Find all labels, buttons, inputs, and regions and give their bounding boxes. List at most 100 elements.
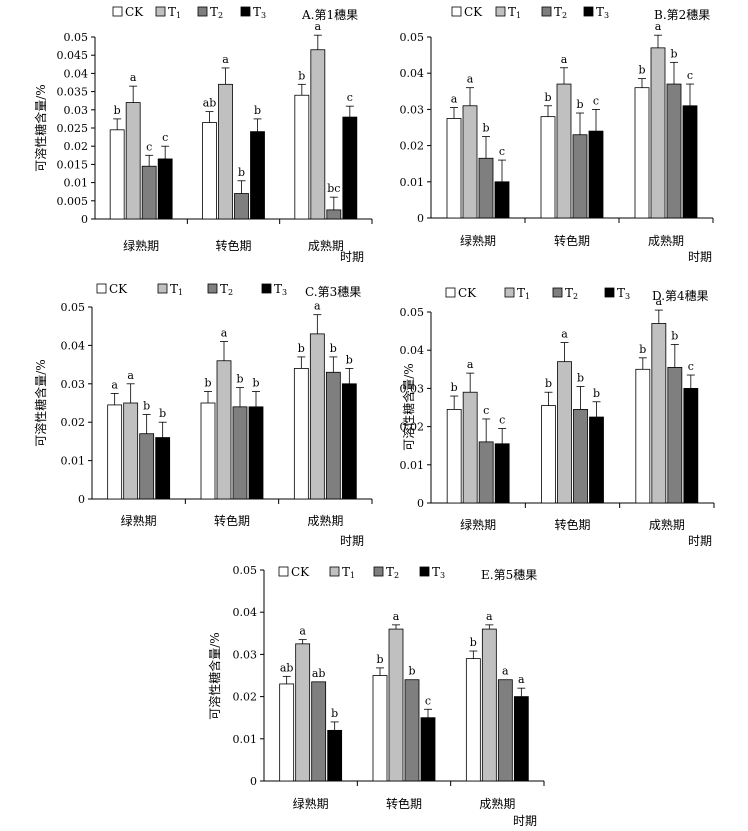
legend-swatch-t2 [552, 287, 563, 298]
category-label: 转色期 [554, 517, 590, 532]
y-tick-label: 0.05 [64, 31, 89, 44]
significance-letter: a [111, 378, 118, 391]
legend-label-t1: T1 [342, 565, 355, 580]
category-label: 成熟期 [649, 517, 685, 532]
y-tick-label: 0.015 [57, 158, 89, 171]
significance-letter: b [298, 69, 305, 82]
bar-t2 [139, 433, 155, 500]
significance-letter: b [408, 665, 415, 678]
legend-swatch-t1 [495, 6, 506, 17]
significance-letter: a [315, 20, 322, 33]
legend-swatch-t3 [583, 6, 594, 17]
significance-letter: b [544, 91, 551, 104]
significance-letter: b [143, 400, 150, 413]
significance-letter: b [159, 407, 166, 420]
legend-label-ck: CK [464, 5, 483, 19]
bar-t1 [309, 333, 325, 500]
y-tick-label: 0 [417, 212, 424, 225]
y-tick-label: 0.01 [64, 177, 89, 190]
bar-t2 [478, 157, 494, 219]
bar-t2 [232, 406, 248, 500]
bar-ck [540, 116, 556, 219]
y-tick-label: 0.01 [233, 733, 258, 746]
legend-text: T [220, 282, 228, 296]
significance-letter: c [162, 131, 168, 144]
bar-ck [446, 118, 462, 219]
significance-letter: b [545, 377, 552, 390]
legend-text: T [432, 565, 440, 579]
category-label: 转色期 [554, 233, 590, 248]
y-tick-label: 0.01 [400, 176, 425, 189]
legend-label-ck: CK [109, 282, 128, 296]
significance-letter: c [483, 404, 489, 417]
significance-letter: b [638, 64, 645, 77]
legend-swatch-t3 [261, 283, 272, 294]
y-tick-label: 0.04 [233, 606, 258, 619]
significance-letter: ab [203, 97, 217, 110]
significance-letter: a [222, 53, 229, 66]
y-tick-label: 0.05 [400, 306, 425, 319]
significance-letter: b [671, 329, 678, 342]
legend-swatch-t2 [197, 6, 208, 17]
bar-t2 [325, 371, 341, 500]
y-tick-label: 0.03 [64, 104, 89, 117]
bar-t2 [666, 83, 682, 219]
legend-subscript: 1 [178, 288, 183, 297]
legend-label-t1: T1 [168, 5, 181, 20]
bar-t1 [310, 49, 326, 220]
chart-title: A.第1穗果 [301, 8, 358, 22]
bar-ck [294, 94, 310, 220]
bar-t1 [125, 102, 141, 220]
legend-swatch-t1 [329, 566, 340, 577]
y-tick-label: 0.04 [400, 67, 425, 80]
significance-letter: b [236, 373, 243, 386]
significance-letter: a [486, 610, 493, 623]
chart-title: C.第3穗果 [305, 285, 361, 299]
significance-letter: c [425, 694, 431, 707]
y-axis-label: 可溶性糖含量/% [401, 363, 416, 450]
y-tick-label: 0.05 [400, 31, 425, 44]
significance-letter: a [518, 673, 525, 686]
bar-t1 [388, 628, 404, 782]
y-tick-label: 0.01 [400, 459, 425, 472]
legend-swatch-t1 [504, 287, 515, 298]
significance-letter: ab [280, 661, 294, 674]
bar-ck [446, 409, 462, 504]
legend-subscript: 3 [625, 292, 630, 301]
significance-letter: a [393, 610, 400, 623]
bar-ck [635, 368, 651, 504]
legend-text: T [554, 5, 562, 19]
y-tick-label: 0.02 [400, 140, 425, 153]
bar-ck [372, 675, 388, 782]
significance-letter: b [670, 47, 677, 60]
bar-ck [541, 405, 556, 504]
y-tick-label: 0 [78, 493, 85, 506]
legend-text: CK [464, 5, 483, 19]
legend-subscript: 3 [261, 11, 266, 20]
category-label: 成熟期 [479, 796, 515, 811]
legend-swatch-t1 [155, 6, 166, 17]
chart-panel-1: 0 0.005 0.01 0.015 0.02 0.025 0.03 0.035 0.04 0.0… [33, 5, 373, 264]
y-tick-label: 0 [81, 213, 88, 226]
significance-letter: b [577, 371, 584, 384]
significance-letter: a [656, 295, 663, 308]
legend-swatch-ck [112, 6, 123, 17]
bar-t1 [218, 83, 233, 220]
y-tick-label: 0.03 [400, 103, 425, 116]
category-label: 绿熟期 [123, 238, 159, 253]
category-label: 转色期 [386, 796, 422, 811]
bar-t2 [573, 409, 588, 504]
legend-label-t3: T3 [253, 5, 266, 20]
y-tick-label: 0.025 [57, 122, 89, 135]
legend-label-t2: T2 [554, 5, 567, 20]
significance-letter: b [346, 353, 353, 366]
bar-ck [109, 129, 125, 220]
bar-ck [107, 404, 123, 500]
category-label: 绿熟期 [460, 233, 496, 248]
legend-swatch-t2 [541, 6, 552, 17]
legend-label-t2: T2 [210, 5, 223, 20]
significance-letter: a [561, 53, 568, 66]
bar-ck [634, 87, 650, 219]
significance-letter: b [451, 381, 458, 394]
